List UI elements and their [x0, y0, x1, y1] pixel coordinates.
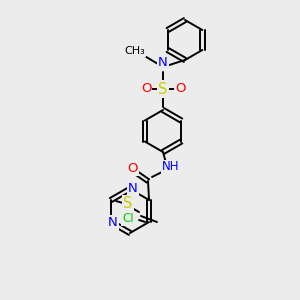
Text: O: O	[141, 82, 151, 95]
Text: N: N	[108, 217, 118, 230]
Text: N: N	[158, 56, 168, 70]
Text: S: S	[123, 196, 133, 211]
Text: Cl: Cl	[122, 212, 134, 226]
Text: O: O	[128, 161, 138, 175]
Text: O: O	[175, 82, 185, 95]
Text: N: N	[128, 182, 138, 194]
Text: NH: NH	[162, 160, 180, 173]
Text: CH₃: CH₃	[124, 46, 146, 56]
Text: S: S	[158, 82, 168, 97]
